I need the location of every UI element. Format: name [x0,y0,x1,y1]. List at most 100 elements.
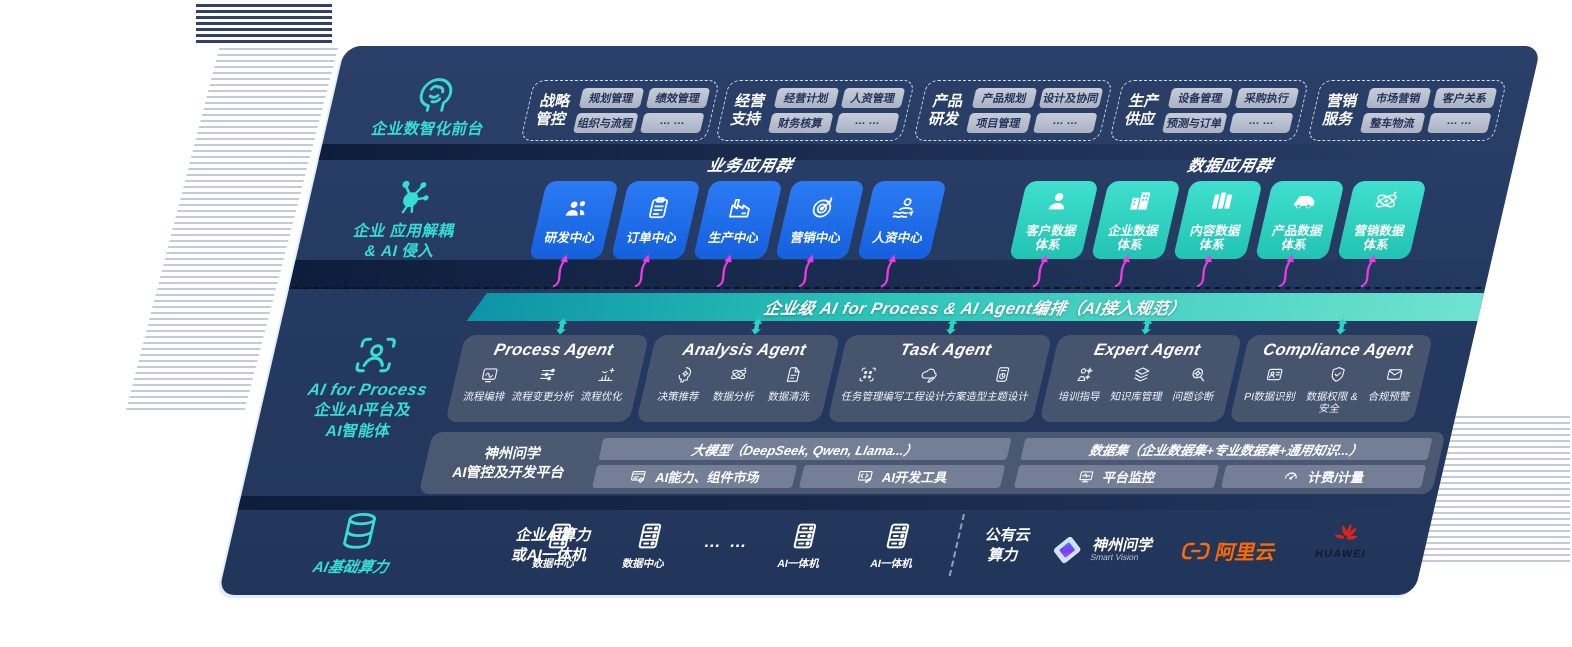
bus-link-arrow-icon [1137,318,1156,335]
main-panel: 企业数智化前台 战略管控 规划管理 绩效管理 组织与流程… … 经营支持 经营计划人… [218,46,1541,595]
module-product: 产品研发 产品规划 设计及协同 项目管理… … [913,80,1114,141]
bus-link-arrows [465,318,1437,335]
layer-dashed-line [292,287,1482,289]
aliyun-logo: 阿里云 [1178,536,1280,565]
smartvision-diamond-icon [1045,532,1089,568]
gauge-icon [1281,468,1302,485]
infra-node: AI一体机 [776,520,830,571]
atom-icon [726,365,751,389]
car-icon [1287,188,1320,219]
server-icon [630,520,669,552]
bus-link-arrow-icon [942,318,961,335]
server-icon [540,520,579,552]
task-icon [855,365,880,389]
target-icon [805,195,838,226]
module-chip: 市场营销 [1365,88,1431,108]
rail-ai-for-process: AI for Process [306,381,430,399]
agent-card-analysis: Analysis Agent 决策推荐 数据分析 数据清洗 [635,335,840,423]
module-chip: 绩效管理 [645,88,711,108]
module-chip: 项目管理 [965,113,1032,133]
ai-capability-market: AI能力、组件市场 [591,465,798,488]
billing-metering: 计费/计量 [1220,465,1427,488]
server-icon [878,520,917,552]
module-operation: 经营支持 经营计划 人资管理 财务核算… … [715,80,916,141]
agent-card-task: Task Agent 任务管理 编写工程设计方案 造型主题设计 [826,335,1052,423]
building-icon [1123,188,1156,219]
brain-icon [408,70,465,116]
module-chip: … … [834,113,900,133]
module-chip: … … [1032,113,1098,133]
factory-icon [723,195,756,226]
module-chip: 预测与订单 [1161,113,1228,133]
business-center-card: 研发中心 [528,181,619,259]
hr-icon [887,195,920,226]
huawei-flower-icon [1328,520,1364,546]
dataset-bar: 数据集（企业数据集+专业数据集+通用知识...） [1019,438,1433,460]
module-chip: 规划管理 [578,88,644,108]
agent-card-expert: Expert Agent 培训指导 知识库管理 问题诊断 [1038,335,1243,423]
design-icon [990,365,1015,389]
flow-arrow-icon [714,252,739,288]
idcard-icon [1262,365,1287,389]
app-market-icon [628,468,649,485]
agent-card-process: Process Agent 流程编排 流程变更分析 流程优化 [445,335,650,423]
server-icon [785,520,824,552]
agent-capability: 数据分析 [704,365,768,404]
optimize-icon [594,365,619,389]
module-strategy: 战略管控 规划管理 绩效管理 组织与流程… … [520,80,721,141]
module-chip: 采购执行 [1234,88,1300,108]
agent-card-compliance: Compliance Agent PI数据识别 数据权限 & 安全 合规预警 [1229,335,1434,423]
agent-capability: 数据清洗 [760,365,824,404]
module-chip: … … [1426,113,1492,133]
alert-icon [1382,365,1407,389]
flow-arrow-icon [550,252,575,288]
agent-capability: 流程变更分析 [507,365,585,404]
huawei-logo: HUAWEI [1314,520,1374,560]
business-cards: 研发中心 订单中心 生产中心 营销中心 人资中心 [528,181,947,259]
module-chip: … … [1228,113,1294,133]
agent-capability: 流程优化 [576,365,633,404]
front-office-rail: 企业数智化前台 [337,70,529,140]
public-cloud-label: 公有云 算力 [983,527,1033,564]
ai-for-process-rail: AI for Process 企业AI平台及 AI智能体 [268,334,469,442]
flow-arrow-icon [878,252,903,288]
module-chip: 财务核算 [767,113,834,133]
agent-capability: 培训指导 [1052,365,1113,404]
agent-capability: 造型主题设计 [965,365,1036,404]
database-icon [333,510,385,552]
flow-arrows-data [1002,252,1410,288]
flow-arrow-icon [796,252,821,288]
rail-agent: AI智能体 [323,422,393,440]
workflow-icon [476,365,501,389]
data-group-title: 数据应用群 [1185,158,1275,175]
platform-box: 神州问学 AI管控及开发平台 大模型（DeepSeek, Qwen, Llama.… [418,432,1446,494]
molecule-icon [386,176,438,218]
agent-capability: 知识库管理 [1104,365,1175,404]
business-center-card: 人资中心 [856,181,947,259]
training-icon [1072,365,1097,389]
front-office-label: 企业数智化前台 [369,121,486,138]
platform-rail-label: 神州问学 AI管控及开发平台 [450,445,567,480]
infra-rail: AI基础算力 [311,510,401,577]
module-chip: 产品规划 [971,88,1037,108]
module-chip: 设计及协同 [1038,88,1104,108]
flow-arrow-icon [1358,252,1383,288]
person-scan-icon [350,334,402,376]
data-system-card: 营销数据 体系 [1336,181,1427,259]
business-group-title: 业务应用群 [705,158,795,175]
user-icon [1041,188,1074,219]
atom-icon [1369,188,1402,219]
module-chip: … … [639,113,705,133]
business-center-card: 营销中心 [774,181,865,259]
data-system-card: 客户数据 体系 [1008,181,1099,259]
model-group: 大模型（DeepSeek, Qwen, Llama...） AI能力、组件市场 … [591,438,1011,488]
infra-node: 数据中心 [621,520,675,571]
module-chip: 客户关系 [1432,88,1498,108]
clipboard-icon [641,195,674,226]
flow-arrow-icon [1030,252,1055,288]
dev-tool-icon [855,468,876,485]
agent-capability: 编写工程设计方案 [881,365,973,404]
ai-dev-tools: AI开发工具 [799,465,1005,488]
decouple-label-1: 企业 应用解耦 [351,223,457,240]
